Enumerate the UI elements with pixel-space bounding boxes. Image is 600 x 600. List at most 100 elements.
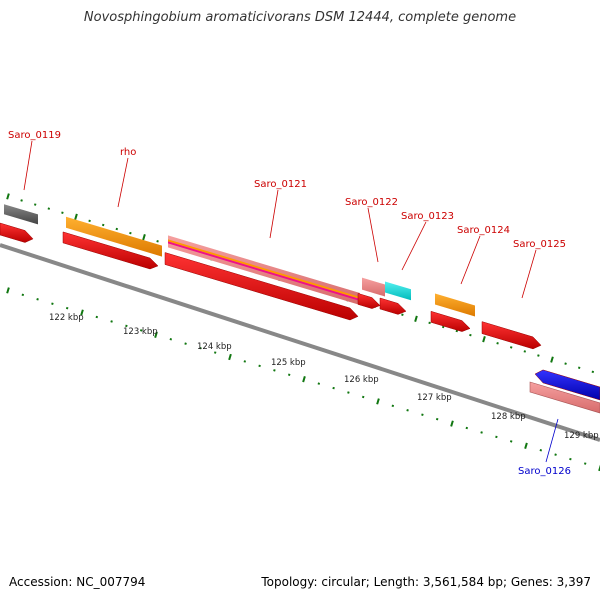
scale-tick-label: 125 kbp: [271, 358, 306, 368]
minor-tick: [583, 462, 587, 465]
gene-bar-saro-0126: [529, 381, 600, 414]
minor-tick: [21, 293, 25, 297]
leader-line: [521, 249, 537, 299]
cds-arrow-saro-0121: [164, 252, 359, 321]
minor-tick: [20, 199, 23, 202]
major-tick: [524, 442, 528, 449]
minor-tick: [317, 382, 321, 385]
minor-tick: [61, 211, 64, 214]
minor-tick: [577, 366, 581, 370]
minor-tick: [509, 440, 513, 443]
minor-tick: [391, 404, 395, 408]
topology-text: Topology: circular; Length: 3,561,584 bp…: [261, 575, 591, 589]
major-tick: [74, 213, 78, 220]
major-tick: [376, 398, 380, 405]
minor-tick: [199, 346, 202, 350]
minor-tick: [115, 227, 119, 231]
genome-backbone: [0, 243, 600, 442]
scale-tick-label: 129 kbp: [564, 431, 599, 441]
gene-bar-saro-0124: [435, 293, 475, 317]
minor-tick: [509, 346, 513, 349]
scale-tick-label: 128 kbp: [491, 412, 526, 422]
cds-arrow-saro-0124: [430, 310, 471, 332]
minor-tick: [421, 413, 424, 416]
leader-line: [269, 189, 279, 239]
scale-tick-label: 123 kbp: [123, 327, 158, 337]
leader-line: [401, 221, 427, 271]
minor-tick: [47, 207, 51, 210]
minor-tick: [469, 333, 472, 337]
minor-tick: [537, 354, 540, 357]
minor-tick: [139, 329, 143, 332]
accession-text: Accession: NC_007794: [9, 575, 146, 589]
cds-arrow-saro-0119: [0, 222, 34, 243]
leader-line: [367, 207, 379, 263]
minor-tick: [435, 417, 439, 421]
minor-tick: [564, 362, 567, 365]
gene-label: Saro_0119: [8, 130, 61, 141]
minor-tick: [65, 306, 69, 310]
cds-arrow-saro-0126: [534, 369, 600, 401]
gene-bar-rho: [66, 216, 162, 257]
major-tick: [450, 420, 454, 427]
leader-line: [460, 235, 481, 285]
minor-tick: [95, 315, 99, 319]
gene-stripe-magenta: [168, 241, 360, 301]
minor-tick: [401, 313, 404, 316]
gene-label: Saro_0125: [513, 239, 566, 250]
major-tick: [6, 287, 10, 294]
cds-arrow-saro-0122: [357, 293, 381, 309]
leader-line: [23, 140, 33, 191]
minor-tick: [480, 431, 483, 434]
lower-tick-track: [6, 287, 600, 472]
minor-tick: [361, 395, 365, 399]
minor-tick: [523, 350, 527, 353]
scale-tick-label: 126 kbp: [344, 375, 379, 385]
gene-label: Saro_0122: [345, 197, 398, 208]
major-tick: [598, 464, 600, 472]
gene-bar-saro-0123: [385, 281, 411, 301]
minor-tick: [213, 351, 217, 354]
major-tick: [80, 309, 84, 316]
cds-arrow-rho: [62, 231, 159, 270]
minor-tick: [125, 324, 128, 328]
gene-label: rho: [120, 147, 136, 158]
minor-tick: [554, 453, 557, 456]
major-tick: [302, 376, 306, 383]
cds-arrow-saro-0125: [481, 321, 542, 350]
minor-tick: [51, 302, 54, 305]
page-title: Novosphingobium aromaticivorans DSM 1244…: [83, 10, 517, 25]
minor-tick: [347, 391, 350, 394]
minor-tick: [88, 219, 91, 223]
minor-tick: [258, 364, 261, 368]
gene-stripe-orange: [168, 239, 360, 299]
major-tick: [6, 193, 10, 200]
minor-tick: [156, 240, 159, 243]
minor-tick: [273, 369, 276, 372]
leader-line: [117, 157, 129, 208]
minor-tick: [406, 409, 409, 412]
scale-tick-label: 127 kbp: [417, 393, 452, 403]
minor-tick: [169, 337, 173, 341]
major-tick: [228, 353, 232, 361]
major-tick: [482, 336, 486, 343]
minor-tick: [496, 342, 499, 345]
leader-line: [545, 418, 559, 463]
minor-tick: [110, 320, 113, 323]
minor-tick: [428, 321, 431, 325]
minor-tick: [495, 435, 498, 439]
minor-tick: [591, 370, 595, 374]
minor-tick: [465, 426, 469, 430]
gene-label: Saro_0124: [457, 225, 510, 236]
major-tick: [142, 234, 146, 241]
minor-tick: [332, 386, 335, 390]
minor-tick: [33, 203, 37, 206]
gene-label: Saro_0123: [401, 211, 454, 222]
scale-tick-label: 122 kbp: [49, 313, 84, 323]
minor-tick: [129, 231, 132, 235]
minor-tick: [184, 342, 187, 345]
gene-label: Saro_0126: [518, 466, 571, 477]
minor-tick: [36, 298, 39, 301]
